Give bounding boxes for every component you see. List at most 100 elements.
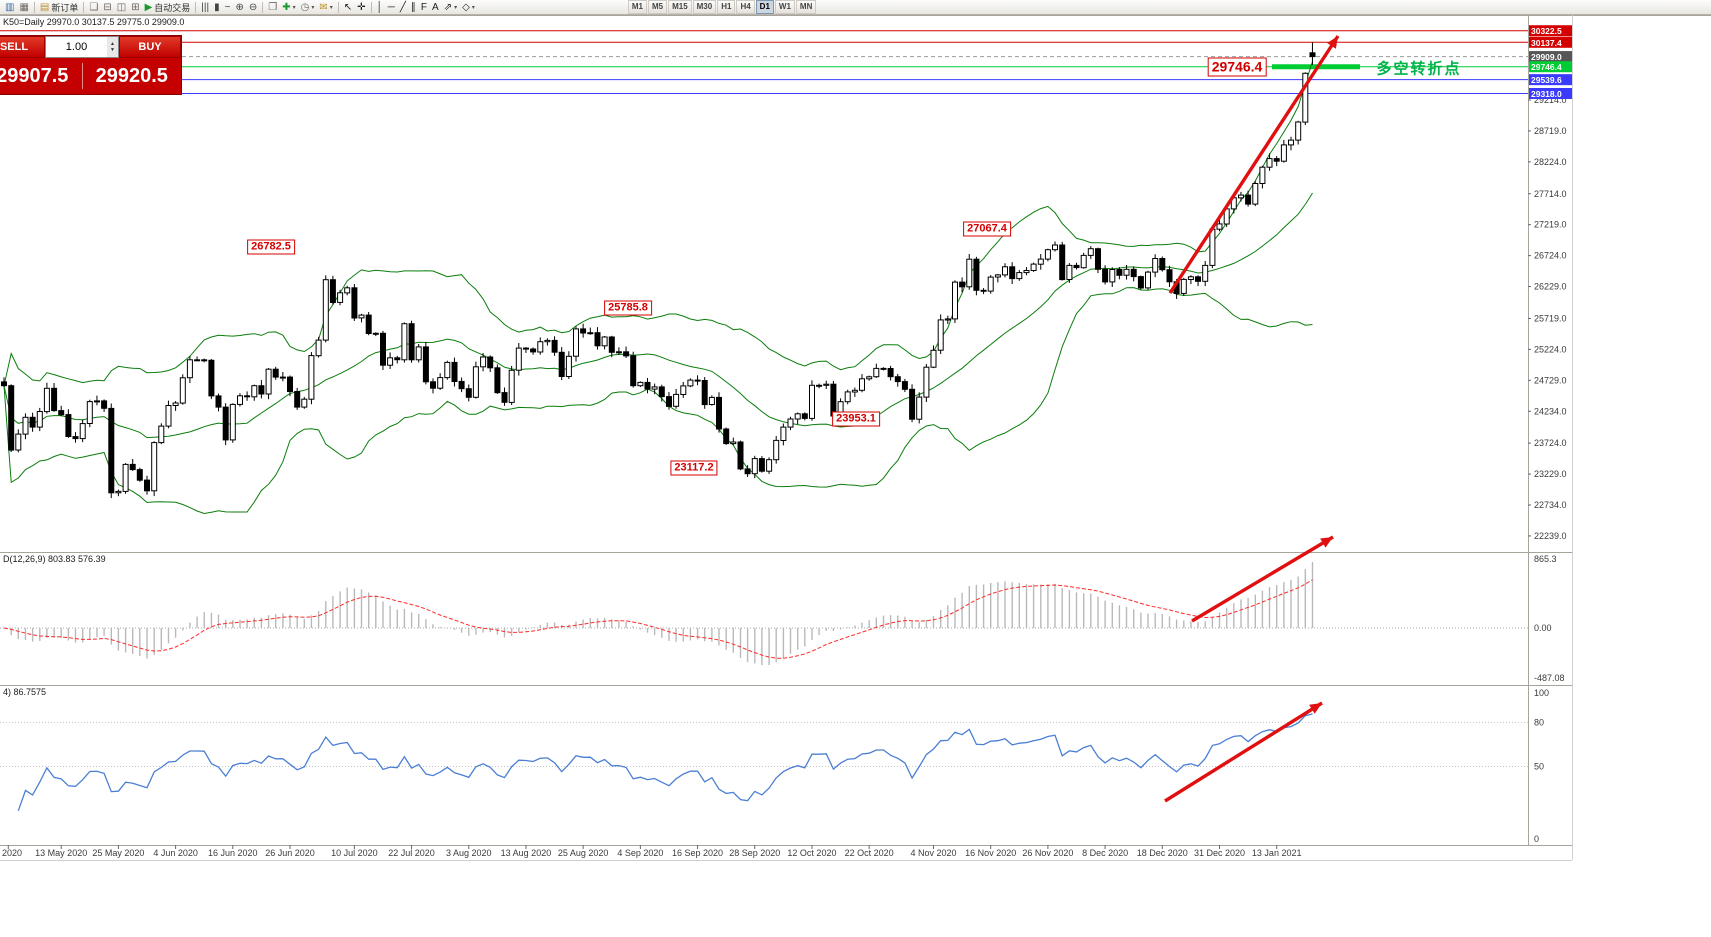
price-flag[interactable]: 27067.4 (963, 221, 1011, 237)
date-tick-label: 31 Dec 2020 (1194, 848, 1245, 858)
tile-horizontal-icon[interactable]: ⊟ (101, 1, 113, 14)
macd-axis-label: 865.3 (1534, 554, 1557, 564)
cascade-windows-icon[interactable]: ❏ (87, 1, 100, 14)
shapes-tool-icon[interactable]: ◇ ▾ (460, 1, 477, 14)
text-tool-icon[interactable]: A (430, 1, 441, 14)
date-tick-label: 22 Jul 2020 (388, 848, 435, 858)
timeframe-W1[interactable]: W1 (774, 0, 795, 14)
dropdown-caret-icon: ▾ (292, 4, 296, 11)
candlestick-chart-icon: ▮ (214, 1, 220, 13)
rsi-axis-label: 100 (1534, 688, 1549, 698)
rsi-indicator-label: 4) 86.7575 (3, 687, 47, 697)
timeframe-MN[interactable]: MN (795, 0, 817, 14)
date-tick-label: 2020 (2, 848, 22, 858)
timeframe-M30[interactable]: M30 (692, 0, 717, 14)
arrows-tool-icon[interactable]: ⇗ ▾ (442, 1, 459, 14)
date-tick-label: 8 Dec 2020 (1082, 848, 1128, 858)
add-indicator-icon[interactable]: ✚ ▾ (280, 1, 297, 14)
trend-arrow[interactable] (1168, 35, 1340, 294)
channel-icon[interactable]: ∥ (409, 1, 418, 14)
price-flag[interactable]: 29746.4 (1207, 57, 1267, 77)
price-tick-label: 28224.0 (1534, 157, 1567, 167)
tile-vertical-icon[interactable]: ◫ (115, 1, 128, 14)
fibonacci-icon: F (420, 1, 428, 13)
date-tick-label: 13 May 2020 (35, 848, 87, 858)
rsi-axis-label: 80 (1534, 717, 1544, 727)
axis-price-box-label: 29909.0 (1531, 52, 1562, 62)
line-chart-icon[interactable]: ~ (223, 1, 233, 14)
price-flag[interactable]: 25785.8 (604, 300, 652, 316)
price-tick-label: 22734.0 (1534, 500, 1567, 510)
macd-signal-line (3, 579, 1313, 659)
axis-price-box-label: 29746.4 (1531, 62, 1562, 72)
horizontal-line-icon: ─ (387, 1, 395, 13)
vertical-line-icon: │ (376, 1, 383, 13)
arrange-windows-icon: ⊞ (131, 1, 140, 13)
new-chart-icon[interactable]: ▥ (3, 1, 16, 14)
axis-price-box (1529, 74, 1572, 86)
crosshair-icon[interactable]: ✛ (355, 1, 367, 14)
candlestick-chart-icon[interactable]: ▮ (212, 1, 222, 14)
price-flag[interactable]: 26782.5 (247, 239, 295, 255)
fibonacci-icon[interactable]: F (419, 1, 429, 14)
auto-trading-button-label: 自动交易 (154, 2, 191, 13)
date-tick-label: 10 Jul 2020 (331, 848, 378, 858)
profiles-icon[interactable]: ▦ (17, 1, 30, 14)
axis-price-box (1529, 88, 1572, 99)
template-icon[interactable]: ✉ ▾ (317, 1, 334, 14)
trendline-icon: ╱ (399, 1, 406, 13)
price-tick-label: 25719.0 (1534, 313, 1567, 323)
time-axis[interactable] (0, 845, 1528, 860)
date-tick-label: 26 Nov 2020 (1022, 848, 1073, 858)
timeframe-M5[interactable]: M5 (647, 0, 668, 14)
timeframe-H1[interactable]: H1 (717, 0, 736, 14)
new-order-button[interactable]: ▤ 新订单 (38, 1, 80, 14)
timeframe-D1[interactable]: D1 (755, 0, 774, 14)
price-flag[interactable]: 23117.2 (670, 460, 718, 476)
date-tick-label: 16 Sep 2020 (672, 848, 723, 858)
horizontal-line-icon[interactable]: ─ (386, 1, 397, 14)
volume-down-button[interactable]: ▼ (110, 47, 115, 53)
timeframe-M15[interactable]: M15 (668, 0, 692, 14)
cursor-icon[interactable]: ↖ (342, 1, 354, 14)
volume-up-button[interactable]: ▲ (110, 41, 115, 47)
zoom-out-icon[interactable]: ⊖ (247, 1, 259, 14)
channel-icon: ∥ (410, 1, 416, 13)
sell-button[interactable]: SELL (0, 36, 45, 58)
tile-horizontal-icon: ⊟ (103, 1, 112, 13)
dropdown-caret-icon: ▾ (311, 4, 315, 11)
price-flag[interactable]: 23953.1 (832, 411, 880, 427)
dropdown-caret-icon: ▾ (329, 4, 333, 11)
volume-input[interactable] (46, 38, 107, 56)
date-tick-label: 4 Jun 2020 (153, 848, 198, 858)
macd-axis-label: -487.08 (1534, 673, 1565, 683)
bar-chart-icon[interactable]: ||| (199, 1, 211, 14)
zoom-in-icon[interactable]: ⊕ (233, 1, 245, 14)
period-icon: ◷ (300, 1, 310, 13)
rsi-axis-label: 50 (1534, 762, 1544, 772)
new-order-button-label: 新订单 (51, 2, 79, 13)
buy-button[interactable]: BUY (119, 36, 181, 58)
trend-arrow[interactable] (1164, 701, 1323, 803)
date-tick-label: 22 Oct 2020 (845, 848, 894, 858)
timeframe-M1[interactable]: M1 (627, 0, 647, 14)
date-tick-label: 3 Aug 2020 (446, 848, 492, 858)
vertical-line-icon[interactable]: │ (375, 1, 385, 14)
period-icon[interactable]: ◷ ▾ (299, 1, 317, 14)
trend-arrow[interactable] (1191, 535, 1334, 623)
trendline-icon[interactable]: ╱ (398, 1, 408, 14)
new-window-icon[interactable]: ❐ (266, 1, 279, 14)
turning-point-annotation[interactable]: 多空转折点 (1376, 60, 1462, 78)
timeframe-H4[interactable]: H4 (736, 0, 755, 14)
toolbar-separator (33, 1, 35, 13)
one-click-trading-panel: SELL ▲ ▼ BUY 29907.5 29920.5 (0, 35, 182, 95)
crosshair-icon: ✛ (357, 1, 366, 13)
new-order-button: ▤ (39, 1, 50, 13)
arrange-windows-icon[interactable]: ⊞ (129, 1, 141, 14)
price-axis[interactable] (1528, 15, 1572, 845)
auto-trading-button: ▶ (144, 1, 153, 13)
auto-trading-button[interactable]: ▶ 自动交易 (143, 1, 193, 14)
candles (1, 42, 1316, 499)
